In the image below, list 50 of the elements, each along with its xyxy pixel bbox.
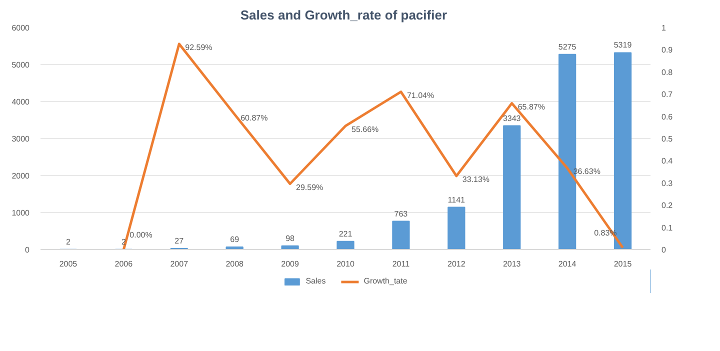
y2-tick-label: 0.9 <box>662 46 674 55</box>
x-tick-label: 2010 <box>336 260 355 268</box>
x-tick-label: 2009 <box>281 260 300 268</box>
legend-label: Growth_tate <box>364 276 408 286</box>
x-tick-label: 2014 <box>558 260 577 268</box>
x-tick-label: 2007 <box>170 260 189 268</box>
x-tick-label: 2006 <box>114 260 134 268</box>
data-label: 763 <box>394 209 408 218</box>
y-tick-label: 5000 <box>12 60 30 70</box>
data-label: 71.04% <box>406 90 434 100</box>
x-tick-label: 2008 <box>226 260 244 268</box>
legend-label: Sales <box>306 276 326 286</box>
y-tick-label: 4000 <box>12 98 30 106</box>
chart-title: Sales and Growth_rate of pacifier <box>240 8 448 22</box>
data-label: 2 <box>66 237 72 246</box>
data-label: 55.66% <box>352 124 379 134</box>
data-label: 1141 <box>448 195 466 204</box>
x-tick-label: 2011 <box>392 260 410 268</box>
y2-tick-label: 0.8 <box>662 68 674 77</box>
data-label: 5275 <box>558 42 577 52</box>
data-label: 3343 <box>502 114 522 123</box>
x-tick-label: 2015 <box>614 260 632 268</box>
data-label: 33.13% <box>462 174 490 184</box>
y2-tick-label: 0.4 <box>662 156 674 166</box>
y2-tick-label: 0.5 <box>662 134 674 144</box>
y2-tick-label: 0.2 <box>662 201 674 210</box>
y2-tick-label: 0.6 <box>662 112 674 122</box>
y2-tick-label: 1 <box>662 24 666 32</box>
data-label: 69 <box>230 234 240 244</box>
data-label: 92.59% <box>185 42 212 52</box>
y2-tick-label: 0.3 <box>662 178 674 188</box>
data-label: 29.59% <box>296 182 324 192</box>
y2-tick-label: 0.1 <box>662 223 674 232</box>
data-label: 98 <box>286 234 296 243</box>
x-tick-label: 2012 <box>448 260 466 268</box>
data-label: 65.87% <box>518 102 546 112</box>
data-label: 221 <box>338 229 353 238</box>
y2-tick-label: 0.7 <box>662 90 674 100</box>
data-label: 27 <box>174 236 184 246</box>
data-label: 5319 <box>614 40 632 50</box>
y-tick-label: 0 <box>25 246 30 254</box>
y-tick-label: 2000 <box>12 172 30 180</box>
y-tick-label: 1000 <box>12 208 30 218</box>
y-tick-label: 3000 <box>12 134 30 144</box>
x-tick-label: 2013 <box>502 260 522 268</box>
data-label: 60.87% <box>240 113 268 122</box>
x-tick-label: 2005 <box>59 260 78 268</box>
y2-tick-label: 0 <box>662 246 666 254</box>
y-tick-label: 6000 <box>12 24 30 32</box>
data-label: 0.00% <box>130 230 152 240</box>
